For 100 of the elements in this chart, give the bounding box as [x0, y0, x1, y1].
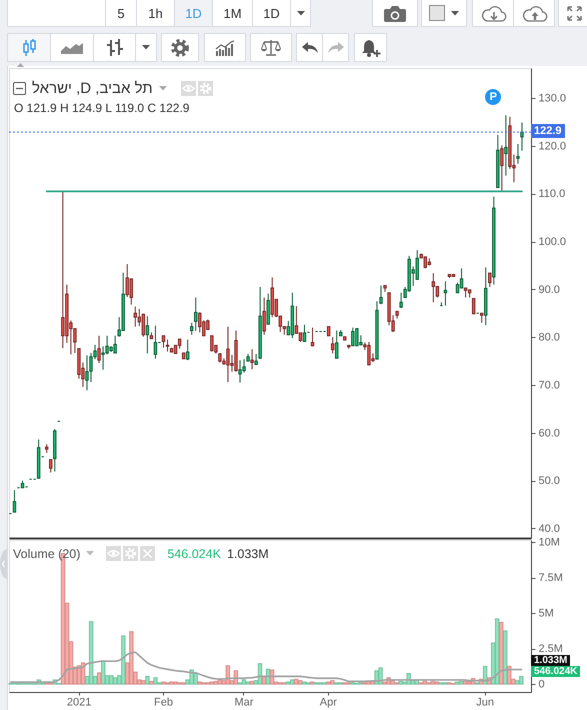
- candlestick: [186, 339, 190, 361]
- button: 1D: [252, 0, 291, 27]
- y-tick-label: 120.0: [538, 140, 566, 152]
- y-tick-label: 90.0: [538, 284, 560, 296]
- y-tick-label: 40.0: [538, 522, 560, 535]
- candlestick: [460, 268, 464, 289]
- candlestick: [504, 114, 508, 176]
- ref-line-label: 122.9: [531, 124, 565, 138]
- x-tick-label: Mar: [234, 696, 254, 708]
- candlestick: [134, 306, 138, 328]
- bar: [454, 682, 460, 685]
- annotation: 1.033M: [226, 546, 269, 560]
- bar: [141, 680, 146, 685]
- candlestick: [210, 335, 214, 352]
- candlestick: [254, 353, 258, 365]
- bar: [101, 660, 106, 685]
- candlestick: [198, 312, 202, 333]
- text: 546.024K: [531, 666, 580, 678]
- y-tick-label: 130.0: [538, 92, 566, 105]
- bar: [298, 680, 302, 685]
- candlestick: [416, 250, 419, 280]
- annotation: 546.024K: [167, 546, 221, 560]
- bar: [434, 682, 440, 685]
- candlestick: [238, 360, 242, 384]
- bar: [326, 682, 331, 685]
- bar: [145, 676, 150, 685]
- candlestick: [250, 348, 254, 370]
- candlestick: [97, 335, 101, 364]
- bar: [382, 682, 387, 685]
- bar: [242, 679, 246, 685]
- candlestick: [516, 144, 520, 164]
- candlestick: [49, 459, 52, 473]
- bar: [121, 635, 126, 685]
- candlestick: [218, 352, 222, 364]
- bar: [210, 682, 214, 685]
- candlestick: [330, 336, 334, 354]
- bar: [290, 679, 294, 685]
- candlestick: [444, 280, 448, 306]
- candlestick: [105, 335, 109, 355]
- candlestick: [367, 341, 371, 366]
- y-tick-label: 2.5M: [538, 643, 563, 656]
- candlestick: [166, 339, 170, 352]
- x-tick-label: Feb: [154, 696, 173, 708]
- y-tick-label: 80.0: [538, 332, 560, 344]
- y-tick-label: 10M: [538, 536, 560, 549]
- bar: [286, 682, 290, 685]
- candlestick: [472, 298, 476, 315]
- candlestick: [146, 316, 150, 354]
- candlestick: [226, 326, 230, 383]
- bar: [294, 678, 298, 685]
- text: תל אביב, D, ישראל: [32, 80, 153, 97]
- candlestick: [310, 327, 314, 347]
- bar: [330, 680, 335, 685]
- bar: [96, 672, 102, 685]
- candlestick: [154, 325, 158, 360]
- candlestick: [194, 297, 198, 332]
- bar: [197, 682, 202, 685]
- button: 1M: [212, 0, 253, 27]
- bar: [466, 682, 472, 685]
- line-series: [10, 651, 522, 683]
- y-tick-label: 50.0: [538, 475, 560, 488]
- bar: [250, 680, 254, 685]
- annotation: O 121.9 H 124.9 L 119.0 C 122.9: [14, 101, 190, 115]
- candlestick: [488, 272, 492, 288]
- candlestick: [113, 335, 117, 354]
- x-tick-label: 2021: [66, 696, 92, 708]
- candlestick: [266, 293, 270, 325]
- candlestick: [262, 297, 266, 336]
- bar: [310, 682, 314, 685]
- bar: [129, 631, 134, 685]
- candlestick: [399, 292, 403, 309]
- candlestick: [334, 330, 338, 359]
- candlestick: [432, 272, 436, 303]
- y-tick-label: 110.0: [538, 188, 566, 200]
- y-tick-label: 5M: [538, 608, 554, 620]
- candlestick: [12, 490, 16, 513]
- bar: [173, 682, 178, 685]
- y-tick-label: 0: [538, 678, 545, 691]
- candlestick: [242, 358, 246, 374]
- bar: [161, 682, 166, 685]
- candlestick: [351, 327, 355, 346]
- candlestick: [424, 256, 428, 269]
- y-tick-label: 60.0: [538, 427, 560, 440]
- x-tick-label: Apr: [320, 696, 338, 708]
- bar: [302, 682, 306, 685]
- candlestick: [302, 324, 306, 342]
- bar: [193, 673, 198, 685]
- y-tick-label: 7.5M: [538, 572, 563, 584]
- x-tick-label: Jun: [476, 696, 494, 708]
- bar: [169, 682, 174, 685]
- y-tick-label: 100.0: [538, 236, 566, 248]
- candlestick: [61, 190, 65, 349]
- candlestick: [326, 326, 330, 336]
- candlestick: [85, 354, 89, 391]
- y-tick-label: 70.0: [538, 380, 560, 392]
- bar: [519, 676, 524, 685]
- candlestick: [142, 313, 146, 338]
- bar: [109, 675, 114, 685]
- candlestick: [464, 287, 468, 298]
- bar: [149, 680, 154, 685]
